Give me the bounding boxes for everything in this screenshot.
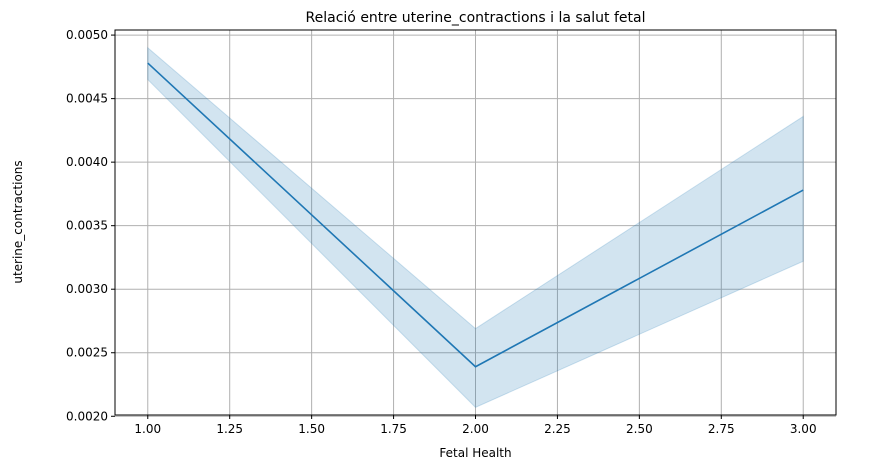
confidence-band-layer bbox=[147, 46, 804, 408]
x-tick-label: 3.00 bbox=[790, 422, 817, 436]
confidence-band bbox=[147, 46, 804, 408]
x-tick-label: 2.75 bbox=[708, 422, 735, 436]
x-tick-label: 1.75 bbox=[380, 422, 407, 436]
x-axis-ticks: 1.00 1.25 1.50 1.75 2.00 2.25 2.50 2.75 3.00 bbox=[134, 415, 817, 436]
x-tick-label: 1.25 bbox=[216, 422, 243, 436]
x-tick-label: 2.25 bbox=[544, 422, 571, 436]
y-axis-ticks: 0.0020 0.0025 0.0030 0.0035 0.0040 0.0045 0.00… bbox=[66, 28, 115, 423]
y-tick-label: 0.0045 bbox=[66, 92, 108, 106]
chart-title: Relació entre uterine_contractions i la … bbox=[306, 10, 646, 26]
y-tick-label: 0.0030 bbox=[66, 282, 108, 296]
y-tick-label: 0.0040 bbox=[66, 155, 108, 169]
x-axis-title: Fetal Health bbox=[439, 446, 511, 460]
grid bbox=[115, 30, 836, 417]
x-tick-label: 1.50 bbox=[298, 422, 325, 436]
y-axis-title: uterine_contractions bbox=[11, 160, 25, 283]
y-tick-label: 0.0050 bbox=[66, 28, 108, 42]
y-tick-label: 0.0025 bbox=[66, 346, 108, 360]
x-tick-label: 2.50 bbox=[626, 422, 653, 436]
x-tick-label: 1.00 bbox=[134, 422, 161, 436]
series-line-layer bbox=[147, 62, 804, 368]
y-tick-label: 0.0020 bbox=[66, 409, 108, 423]
x-tick-label: 2.00 bbox=[462, 422, 489, 436]
y-tick-label: 0.0035 bbox=[66, 219, 108, 233]
